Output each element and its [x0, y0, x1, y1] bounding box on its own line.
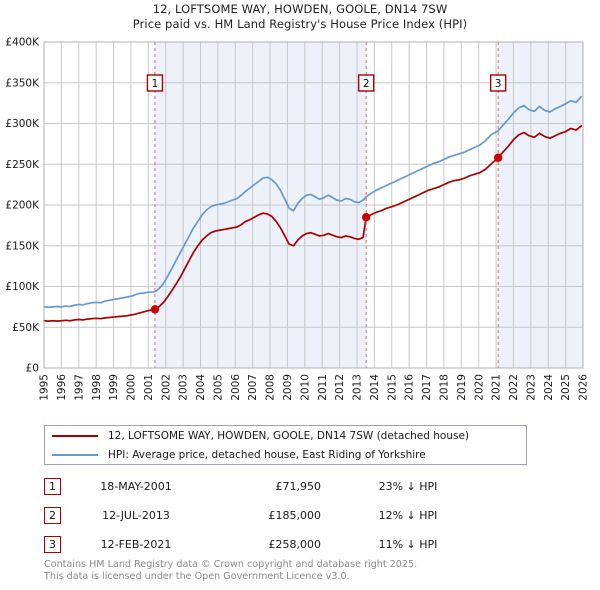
transaction-date-2: 12-JUL-2013 — [102, 509, 170, 522]
x-axis-tick-label: 2001 — [143, 374, 155, 401]
page-title: 12, LOFTSOME WAY, HOWDEN, GOOLE, DN14 7S… — [0, 2, 600, 32]
x-axis-tick-label: 1995 — [39, 374, 51, 401]
footer-licence: This data is licensed under the Open Gov… — [44, 570, 350, 582]
x-axis-tick-label: 2004 — [195, 374, 207, 401]
legend-swatch-hpi — [52, 453, 98, 456]
x-axis-tick-label: 2015 — [386, 374, 398, 401]
x-axis-tick-label: 2007 — [247, 374, 259, 401]
transaction-badge-1: 1 — [44, 478, 61, 495]
chart-legend: 12, LOFTSOME WAY, HOWDEN, GOOLE, DN14 7S… — [44, 425, 527, 465]
footer-copyright: Contains HM Land Registry data © Crown c… — [44, 559, 418, 570]
y-axis-tick-label: £400K — [5, 37, 40, 49]
x-axis-tick-label: 2023 — [525, 374, 537, 401]
transaction-badge-3: 3 — [44, 536, 61, 553]
property-price-line — [43, 125, 583, 322]
x-axis-tick-label: 1999 — [108, 374, 120, 401]
transaction-date-3: 12-FEB-2021 — [100, 538, 172, 551]
transaction-date-1: 18-MAY-2001 — [100, 480, 172, 493]
transactions-table: 1 18-MAY-2001 £71,950 23% ↓ HPI 2 12-JUL… — [44, 472, 544, 559]
y-axis-tick-label: £350K — [5, 77, 40, 89]
x-axis-tick-label: 2022 — [508, 374, 520, 401]
marker-badge-label-2: 2 — [363, 78, 370, 90]
x-axis-tick-label: 2002 — [160, 374, 172, 401]
x-axis-tick-label: 2020 — [473, 374, 485, 401]
transaction-hpi-delta-1: 23% ↓ HPI — [378, 480, 438, 493]
x-axis-tick-label: 2009 — [282, 374, 294, 401]
x-axis-tick-label: 2014 — [369, 374, 381, 401]
table-row: 1 18-MAY-2001 £71,950 23% ↓ HPI — [44, 472, 544, 501]
legend-label-hpi: HPI: Average price, detached house, East… — [108, 448, 426, 461]
y-axis-tick-label: £50K — [12, 322, 40, 334]
chart-subtitle: Price paid vs. HM Land Registry's House … — [132, 17, 468, 31]
x-axis-tick-label: 2000 — [126, 374, 138, 401]
marker-badge-2 — [357, 74, 375, 92]
x-axis-tick-label: 2018 — [439, 374, 451, 401]
transaction-point-1 — [150, 305, 160, 314]
transaction-hpi-delta-3: 11% ↓ HPI — [378, 538, 438, 551]
x-axis-tick-label: 1998 — [91, 374, 103, 401]
marker-badge-3 — [489, 74, 507, 92]
attribution-footer: Contains HM Land Registry data © Crown c… — [44, 559, 584, 582]
y-axis-tick-label: £0 — [26, 363, 39, 375]
legend-item-property: 12, LOFTSOME WAY, HOWDEN, GOOLE, DN14 7S… — [45, 426, 526, 445]
x-axis-tick-label: 2005 — [212, 374, 224, 401]
price-history-plot: £0 £50K £100K £150K £200K £250K £300K £350K £400… — [5, 37, 590, 401]
x-axis-tick-label: 2011 — [317, 374, 329, 401]
hpi-average-line — [43, 95, 583, 309]
table-row: 2 12-JUL-2013 £185,000 12% ↓ HPI — [44, 501, 544, 530]
x-axis-tick-label: 2016 — [404, 374, 416, 401]
table-row: 3 12-FEB-2021 £258,000 11% ↓ HPI — [44, 530, 544, 559]
transaction-point-2 — [361, 213, 371, 222]
transaction-hpi-delta-2: 12% ↓ HPI — [378, 509, 438, 522]
x-axis-tick-label: 2012 — [334, 374, 346, 401]
x-axis-tick-label: 2013 — [352, 374, 364, 401]
marker-badge-label-3: 3 — [495, 78, 502, 90]
transaction-price-3: £258,000 — [268, 538, 322, 551]
x-axis-tick-label: 2010 — [299, 374, 311, 401]
y-axis-tick-label: £100K — [5, 281, 40, 293]
x-axis-tick-label: 1997 — [73, 374, 85, 401]
y-axis-tick-label: £300K — [5, 118, 40, 130]
x-axis-tick-label: 2026 — [578, 374, 590, 401]
x-axis-tick-label: 2019 — [456, 374, 468, 401]
legend-item-hpi: HPI: Average price, detached house, East… — [45, 445, 526, 464]
x-axis-tick-label: 2006 — [230, 374, 242, 401]
y-axis-tick-label: £250K — [5, 159, 40, 171]
transaction-point-3 — [493, 153, 503, 162]
y-axis-tick-label: £200K — [5, 200, 40, 212]
marker-badge-label-1: 1 — [152, 78, 159, 90]
x-axis-tick-label: 2017 — [421, 374, 433, 401]
transaction-price-2: £185,000 — [268, 509, 322, 522]
legend-label-property: 12, LOFTSOME WAY, HOWDEN, GOOLE, DN14 7S… — [108, 429, 470, 442]
y-axis-tick-label: £150K — [5, 240, 40, 252]
x-axis-tick-label: 1996 — [56, 374, 68, 401]
transaction-badge-2: 2 — [44, 507, 61, 524]
x-axis-tick-label: 2021 — [491, 374, 503, 401]
marker-badge-1 — [146, 74, 164, 92]
x-axis-tick-label: 2025 — [560, 374, 572, 401]
transaction-price-1: £71,950 — [275, 480, 322, 493]
legend-swatch-property — [52, 434, 98, 437]
x-axis-tick-label: 2003 — [178, 374, 190, 401]
x-axis-tick-label: 2008 — [265, 374, 277, 401]
x-axis-tick-label: 2024 — [543, 374, 555, 401]
plot-frame — [43, 41, 584, 369]
chart-title: 12, LOFTSOME WAY, HOWDEN, GOOLE, DN14 7S… — [152, 2, 448, 16]
